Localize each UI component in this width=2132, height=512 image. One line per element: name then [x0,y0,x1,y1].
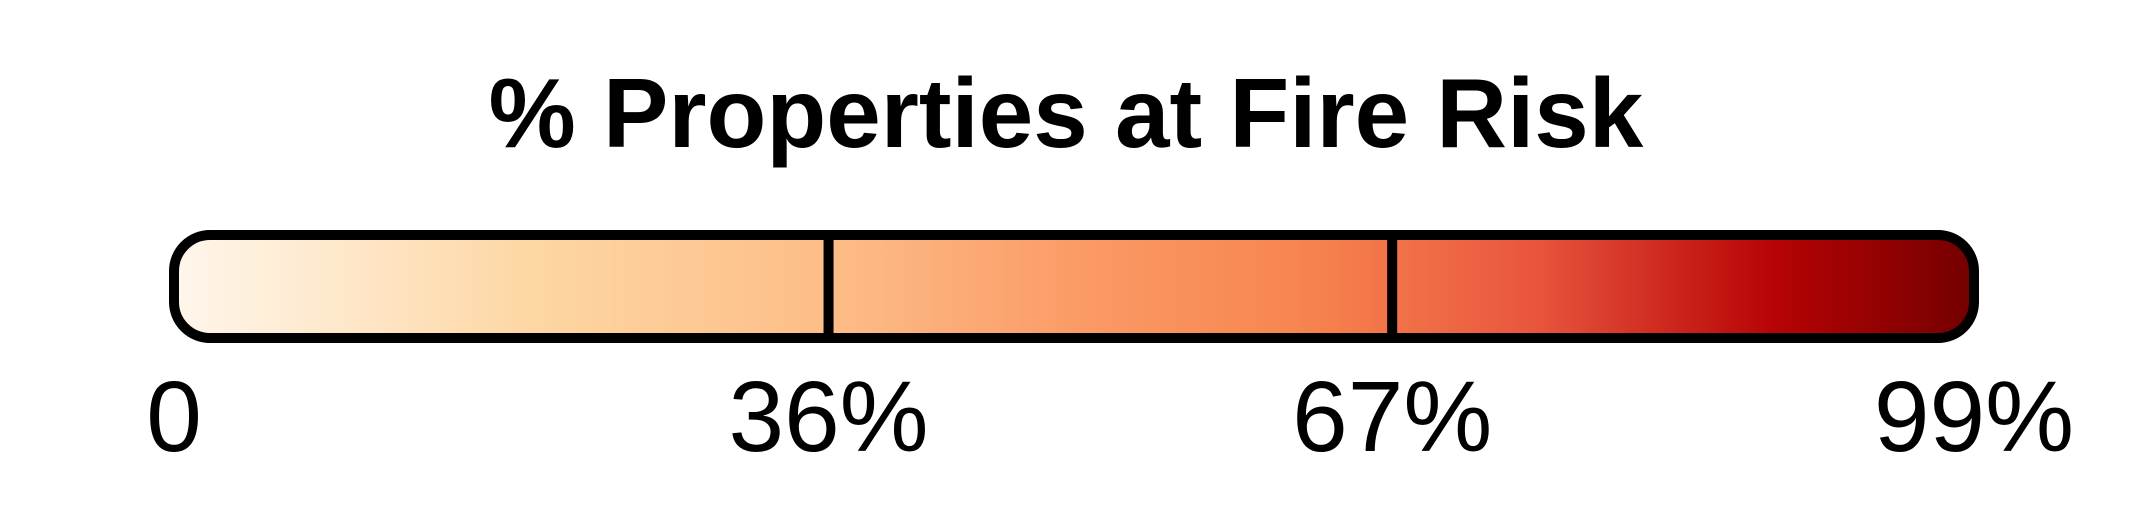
tick-label-99: 99% [1874,361,2074,473]
color-bar [169,230,1979,343]
tick-label-36: 36% [728,361,928,473]
legend-title: % Properties at Fire Risk [488,58,1644,168]
tick-labels: 0 36% 67% 99% [146,361,2074,473]
tick-label-67: 67% [1292,361,1492,473]
tick-label-0: 0 [146,361,202,473]
color-bar-dividers [823,235,1398,338]
